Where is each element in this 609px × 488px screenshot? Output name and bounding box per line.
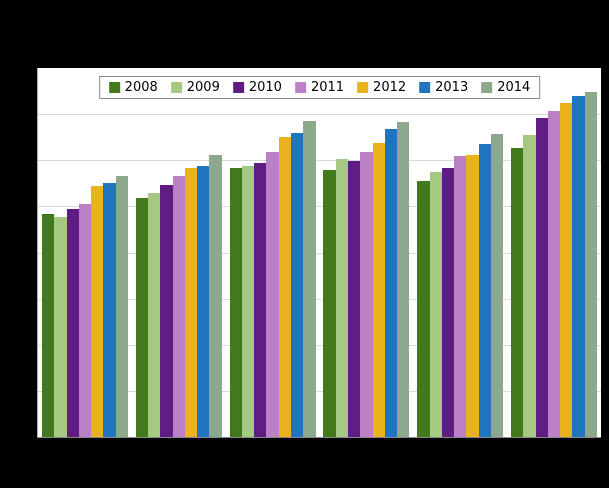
legend-label: 2008: [124, 80, 158, 95]
bar-group: [417, 68, 504, 437]
gridline: [38, 390, 601, 392]
legend-label: 2014: [497, 80, 531, 95]
bar-2009: [241, 165, 255, 437]
bar-2008: [323, 169, 336, 437]
bar-2010: [254, 162, 267, 437]
bar-group: [42, 68, 128, 437]
bar-2008: [229, 167, 242, 437]
bar-2013: [478, 143, 491, 437]
bar-2011: [266, 151, 279, 437]
bar-groups: [38, 68, 601, 437]
legend-swatch-icon: [357, 82, 369, 93]
legend-swatch-icon: [481, 82, 493, 93]
bar-2009: [523, 134, 536, 437]
bar-2010: [160, 184, 173, 437]
legend-swatch-icon: [170, 82, 182, 93]
gridline: [38, 344, 601, 346]
bar-2012: [466, 154, 479, 437]
legend-label: 2013: [435, 80, 469, 95]
legend-swatch-icon: [232, 82, 244, 93]
bar-group: [511, 68, 597, 437]
bar-2014: [115, 175, 128, 437]
bar-2012: [184, 167, 198, 437]
legend-swatch-icon: [294, 82, 306, 93]
bar-2011: [172, 175, 185, 437]
plot-area: 2008 2009 2010 2011 2012 2013 2014: [37, 68, 601, 438]
legend-item-2013: 2013: [419, 81, 468, 94]
legend-item-2014: 2014: [481, 81, 530, 94]
bar-2010: [66, 208, 79, 437]
bar-2013: [384, 128, 398, 437]
bar-2008: [42, 213, 55, 437]
bar-2014: [209, 154, 222, 437]
legend-item-2012: 2012: [357, 81, 406, 94]
bar-2012: [278, 136, 291, 437]
bar-2014: [303, 120, 316, 437]
bar-2013: [572, 96, 585, 437]
legend-label: 2010: [248, 80, 282, 95]
gridline: [38, 298, 601, 300]
bar-group: [135, 68, 222, 437]
legend-item-2011: 2011: [294, 80, 345, 95]
gridline: [38, 252, 601, 254]
bar-2008: [135, 197, 149, 437]
bar-2011: [78, 203, 92, 437]
legend-item-2009: 2009: [170, 80, 220, 95]
legend-item-2008: 2008: [108, 80, 158, 95]
bar-2012: [560, 103, 573, 437]
legend: 2008 2009 2010 2011 2012 2013 2014: [98, 76, 541, 99]
bar-2010: [348, 160, 361, 437]
bar-2014: [490, 134, 504, 437]
bar-2013: [290, 132, 304, 437]
bar-2013: [197, 165, 210, 437]
legend-item-2010: 2010: [232, 80, 282, 95]
bar-2014: [584, 92, 597, 437]
legend-swatch-icon: [108, 82, 120, 93]
bar-group: [323, 68, 410, 437]
legend-label: 2009: [186, 80, 220, 95]
bar-2011: [547, 110, 561, 437]
bar-2011: [360, 151, 373, 437]
legend-swatch-icon: [419, 82, 431, 93]
bar-2009: [148, 192, 161, 437]
gridline: [38, 114, 601, 116]
gridlines: [38, 68, 601, 437]
bar-2008: [511, 147, 524, 437]
bar-group: [229, 68, 316, 437]
bar-2008: [417, 180, 430, 437]
bar-2014: [397, 121, 410, 437]
bar-2010: [441, 167, 455, 437]
gridline: [38, 206, 601, 208]
bar-2009: [54, 217, 67, 437]
bar-2012: [91, 185, 104, 437]
gridline: [38, 160, 601, 162]
legend-label: 2011: [310, 80, 345, 95]
bar-2012: [372, 142, 385, 437]
legend-label: 2012: [373, 80, 407, 95]
bar-2009: [429, 171, 442, 437]
bar-2010: [535, 117, 548, 437]
bar-2011: [454, 155, 467, 437]
bar-2009: [335, 158, 349, 437]
bar-2013: [103, 182, 116, 437]
